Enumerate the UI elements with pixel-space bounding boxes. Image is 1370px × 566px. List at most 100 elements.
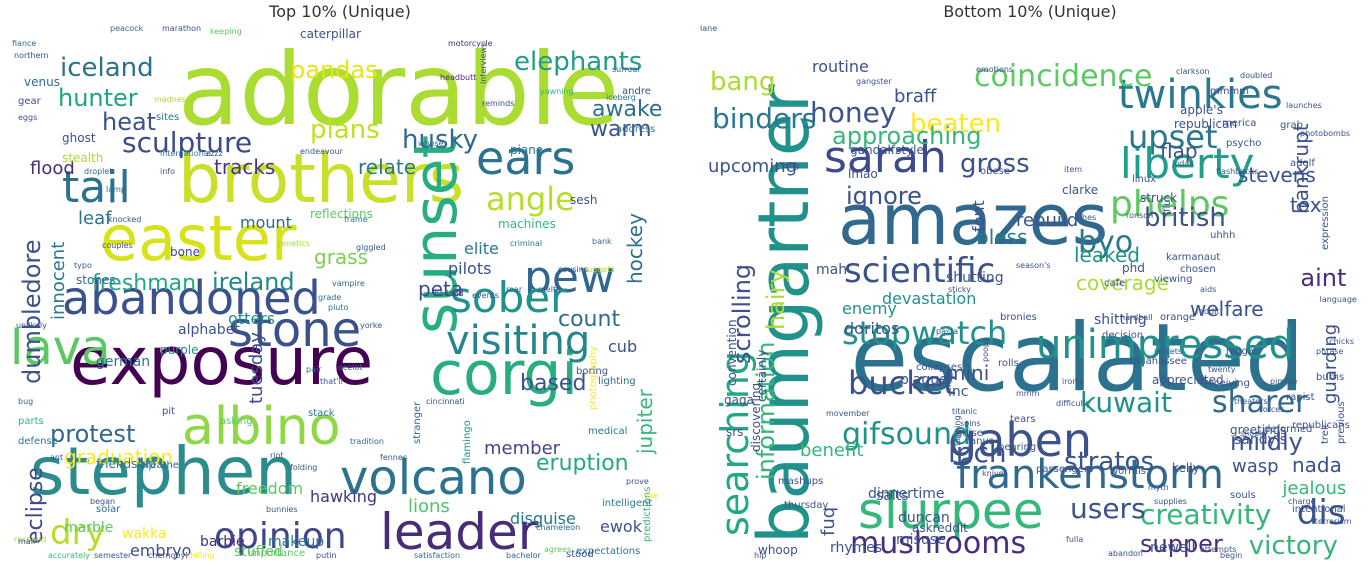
word-prove: prove [626,477,649,486]
word-republican: republican [1174,117,1237,131]
word-wakka: wakka [122,526,167,542]
word-elephants: elephants [514,47,642,77]
word-boring: boring [576,366,608,377]
word-fuq: fuq [818,507,839,536]
word-aint: aint [1300,264,1346,292]
word-mmmm: mmmm [1210,86,1249,97]
word-andre: andre [622,86,651,97]
word-chilling: chilling [186,551,215,560]
word-accurately: accurately [48,551,90,560]
word-stealth: stealth [62,151,103,165]
word-unimpressed: unimpressed [1036,322,1294,368]
word-bing: bing [782,161,799,170]
word-graduation: graduation [64,445,173,469]
word-holland: holland [434,289,463,298]
word-certainly: certainly [755,350,769,402]
word-phelps: phelps [1110,184,1229,225]
word-solar: solar [96,504,121,515]
word-tears: tears [1010,414,1036,425]
word-cloud-top: adorable brothers easter exposure stephen sun… [10,24,670,560]
word-decision: decision [1102,330,1143,341]
word-doubled: doubled [1240,71,1272,80]
word-srs: srs [726,425,743,439]
word-photobombs: photobombs [1300,129,1350,138]
word-duncan: duncan [898,510,950,526]
word-victory: victory [1249,531,1338,560]
word-endeavour: endeavour [300,147,344,156]
word-users: users [1070,492,1146,525]
word-attempts: attempts [1200,545,1236,554]
word-nuggets: nuggets [582,265,615,274]
word-fennec: fennec [380,453,407,462]
word-ireland: ireland [212,268,295,296]
word-sites: sites [156,112,179,123]
word-piano: piano [510,143,543,157]
word-guarding: guarding [1320,324,1341,404]
word-adorable: adorable [178,31,619,148]
word-motorcycle: motorcycle [448,39,493,48]
word-breathe: breathe [140,460,179,471]
word-mah: mah [816,262,847,278]
word-supplies: supplies [1154,497,1187,506]
word-hardball: hardball [1120,313,1153,322]
word-theaters: theaters [1234,397,1268,406]
word-ghost: ghost [62,131,96,145]
word-awake: awake [592,97,662,122]
word-putin: putin [316,551,337,560]
word-bachelor: bachelor [506,551,541,560]
word-reminds: reminds [482,99,514,108]
word-defense: defense [18,436,58,447]
word-discovering: discovering [749,383,763,452]
word-movember: movember [826,409,870,418]
word-mail: mail [18,537,35,546]
word-lane: lane [700,24,717,33]
word-stack: stack [308,408,335,419]
word-kuwait: kuwait [1080,386,1172,419]
word-rapist: rapist [1286,392,1315,403]
word-criminal: criminal [510,239,542,248]
word-orange: orange [1160,312,1195,323]
word-mmm: mmm [1016,389,1040,398]
word-yorke: yorke [360,321,382,330]
word-grab: grab [1280,120,1303,131]
word-jealous: jealous [1281,478,1346,499]
word-merica: merica [1222,118,1256,129]
word-kelly: kelly [1172,461,1200,475]
word-chernobyl: chernobyl [148,551,188,560]
word-yawning: yawning [540,87,574,96]
word-flamingo: flamingo [462,420,473,464]
word-cub: cub [608,337,637,356]
word-german: german [96,354,150,370]
word-innocent: innocent [48,242,69,320]
word-binders: binders [712,102,816,135]
word-madness: madness [154,95,190,104]
word-mini: mini [946,361,989,385]
word-photography: photography [588,346,599,410]
word-misuse: misuse [896,532,946,548]
word-northern: northern [14,51,49,60]
word-dry: dry [50,513,106,553]
word-rhymes: rhymes [830,540,882,556]
word-wormis: wormis [1110,466,1146,477]
word-scrolling: scrolling [728,264,756,364]
word-ignore: ignore [846,182,922,210]
word-stones: stones [76,273,116,287]
word-warm: warm [590,117,652,142]
word-coverage: coverage [1076,271,1169,295]
word-phrase: phrase [1316,347,1344,356]
word-karmanaut: karmanaut [1166,252,1220,263]
word-benefit: benefit [800,440,863,461]
word-mashups: mashups [778,476,823,487]
word-amazes: amazes [838,179,1108,261]
word-escalated: escalated [850,304,1304,413]
word-grass: grass [314,245,368,269]
word-alphabet: alphabet [178,322,240,338]
word-dinnertime: dinnertime [868,486,945,502]
word-hockey: hockey [623,213,647,284]
word-stevens: stevens [1238,163,1316,187]
word-based: based [520,371,586,396]
word-surreal: surreal [612,65,640,74]
word-terrorism: terrorism [1315,517,1352,526]
word-dis: dis [1297,493,1346,533]
word-season-s: season's [1016,261,1051,270]
